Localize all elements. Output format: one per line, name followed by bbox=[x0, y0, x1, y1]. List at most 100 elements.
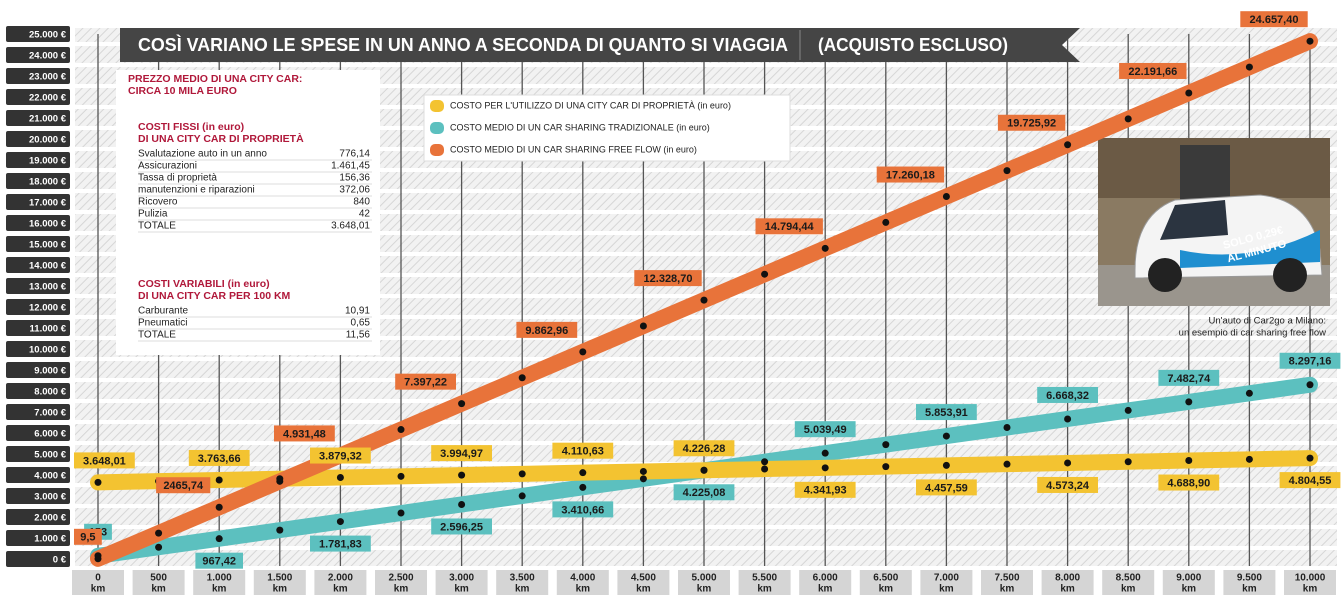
data-point bbox=[1125, 407, 1132, 414]
x-unit: km bbox=[1000, 584, 1015, 595]
row-label: Svalutazione auto in un anno bbox=[138, 149, 267, 160]
data-point bbox=[458, 501, 465, 508]
y-tick-label: 3.000 € bbox=[34, 492, 66, 503]
y-tick-label: 16.000 € bbox=[29, 219, 67, 230]
legend-label: COSTO MEDIO DI UN CAR SHARING FREE FLOW … bbox=[450, 144, 697, 154]
data-point bbox=[1185, 457, 1192, 464]
table-title: DI UNA CITY CAR PER 100 KM bbox=[138, 290, 291, 302]
row-value: 156,36 bbox=[339, 173, 370, 184]
row-value: 776,14 bbox=[339, 149, 370, 160]
value-label: 9.862,96 bbox=[525, 325, 568, 337]
data-point bbox=[943, 433, 950, 440]
data-point bbox=[640, 468, 647, 475]
x-tick-label: 8.500 bbox=[1116, 573, 1141, 584]
data-point bbox=[822, 450, 829, 457]
data-point bbox=[761, 271, 768, 278]
value-label: 3.648,01 bbox=[83, 455, 126, 467]
y-tick-label: 22.000 € bbox=[29, 93, 67, 104]
y-tick-label: 6.000 € bbox=[34, 429, 66, 440]
data-point bbox=[943, 462, 950, 469]
row-label: manutenzioni e riparazioni bbox=[138, 185, 255, 196]
value-label: 4.341,93 bbox=[804, 485, 847, 497]
y-tick-label: 23.000 € bbox=[29, 72, 67, 83]
y-tick-label: 21.000 € bbox=[29, 114, 67, 125]
data-point bbox=[458, 400, 465, 407]
data-point bbox=[579, 348, 586, 355]
row-label: TOTALE bbox=[138, 330, 176, 341]
data-point bbox=[398, 473, 405, 480]
x-unit: km bbox=[879, 584, 894, 595]
value-label: 2465,74 bbox=[163, 480, 204, 492]
data-point bbox=[701, 467, 708, 474]
x-tick-label: 0 bbox=[95, 573, 101, 584]
value-label: 1.781,83 bbox=[319, 538, 362, 550]
x-tick-label: 1.500 bbox=[267, 573, 292, 584]
value-label: 12.328,70 bbox=[644, 273, 693, 285]
x-tick-label: 7.000 bbox=[934, 573, 959, 584]
y-tick-label: 14.000 € bbox=[29, 261, 67, 272]
legend-label: COSTO MEDIO DI UN CAR SHARING TRADIZIONA… bbox=[450, 122, 710, 132]
value-label: 9,5 bbox=[80, 532, 95, 544]
row-value: 42 bbox=[359, 209, 371, 220]
row-value: 0,65 bbox=[351, 318, 371, 329]
data-point bbox=[1185, 89, 1192, 96]
y-tick-label: 1.000 € bbox=[34, 534, 66, 545]
x-unit: km bbox=[818, 584, 833, 595]
y-tick-label: 19.000 € bbox=[29, 156, 67, 167]
data-point bbox=[1185, 398, 1192, 405]
value-label: 14.794,44 bbox=[765, 221, 815, 233]
data-point bbox=[882, 219, 889, 226]
x-unit: km bbox=[394, 584, 409, 595]
value-label: 3.763,66 bbox=[198, 453, 241, 465]
data-point bbox=[155, 544, 162, 551]
x-unit: km bbox=[1060, 584, 1075, 595]
photo-wheel bbox=[1273, 258, 1307, 292]
table-title: COSTI FISSI (in euro) bbox=[138, 121, 244, 133]
value-label: 3.994,97 bbox=[440, 448, 483, 460]
data-point bbox=[398, 510, 405, 517]
y-tick-label: 11.000 € bbox=[30, 324, 67, 335]
y-tick-label: 15.000 € bbox=[29, 240, 67, 251]
row-value: 1.461,45 bbox=[331, 161, 370, 172]
value-label: 4.226,28 bbox=[683, 443, 726, 455]
value-label: 5.853,91 bbox=[925, 407, 968, 419]
data-point bbox=[458, 472, 465, 479]
data-point bbox=[95, 479, 102, 486]
x-unit: km bbox=[212, 584, 227, 595]
value-label: 4.931,48 bbox=[283, 428, 326, 440]
data-point bbox=[1004, 424, 1011, 431]
value-label: 2.596,25 bbox=[440, 521, 483, 533]
x-tick-label: 9.500 bbox=[1237, 573, 1262, 584]
x-tick-label: 2.500 bbox=[388, 573, 413, 584]
y-tick-label: 4.000 € bbox=[34, 471, 66, 482]
y-tick-label: 7.000 € bbox=[34, 408, 66, 419]
legend-label: COSTO PER L'UTILIZZO DI UNA CITY CAR DI … bbox=[450, 100, 731, 110]
x-tick-label: 500 bbox=[150, 573, 167, 584]
value-label: 967,42 bbox=[202, 556, 236, 568]
value-label: 8.297,16 bbox=[1289, 356, 1332, 368]
value-label: 3.879,32 bbox=[319, 450, 362, 462]
y-tick-label: 12.000 € bbox=[29, 303, 67, 314]
row-value: 372,06 bbox=[339, 185, 370, 196]
x-tick-label: 5.500 bbox=[752, 573, 777, 584]
data-point bbox=[155, 530, 162, 537]
data-point bbox=[337, 518, 344, 525]
value-label: 4.457,59 bbox=[925, 482, 968, 494]
value-label: 17.260,18 bbox=[886, 169, 935, 181]
data-point bbox=[1125, 115, 1132, 122]
y-tick-label: 5.000 € bbox=[34, 450, 66, 461]
data-point bbox=[95, 555, 102, 562]
data-point bbox=[579, 484, 586, 491]
data-point bbox=[1307, 381, 1314, 388]
x-tick-label: 3.500 bbox=[510, 573, 535, 584]
x-tick-label: 8.000 bbox=[1055, 573, 1080, 584]
photo bbox=[1098, 138, 1330, 306]
x-unit: km bbox=[515, 584, 530, 595]
data-point bbox=[519, 492, 526, 499]
y-tick-label: 9.000 € bbox=[34, 366, 66, 377]
data-point bbox=[1307, 38, 1314, 45]
value-label: 6.668,32 bbox=[1046, 390, 1089, 402]
y-tick-label: 0 € bbox=[53, 555, 67, 566]
table-title: DI UNA CITY CAR DI PROPRIETÀ bbox=[138, 132, 304, 145]
data-point bbox=[519, 374, 526, 381]
